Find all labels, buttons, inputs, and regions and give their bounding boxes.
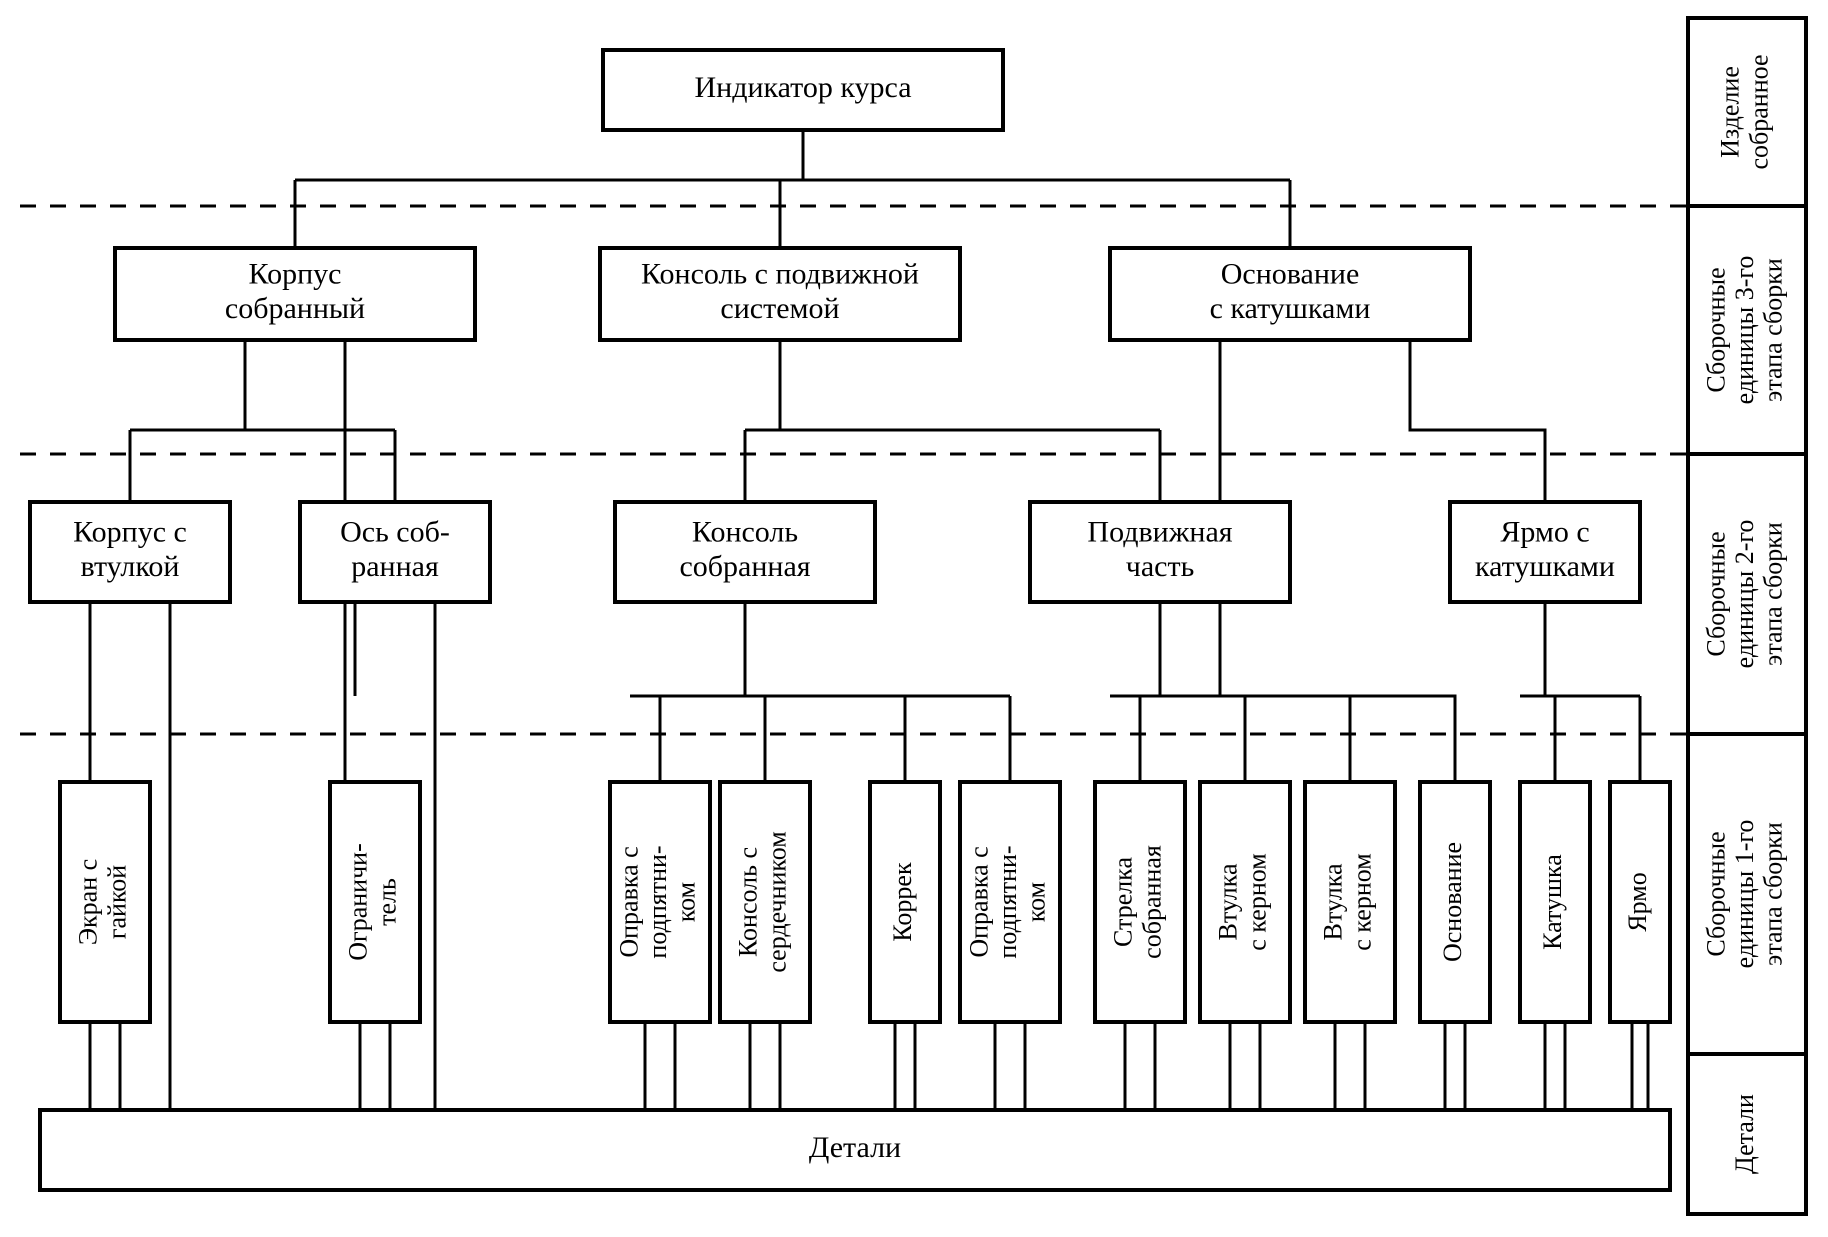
- side-panel-label: Изделие: [1716, 66, 1745, 158]
- side-panel-label: собранное: [1744, 55, 1773, 170]
- node-label: Корпус: [249, 258, 342, 291]
- side-panel-label: Сборочные: [1701, 267, 1730, 392]
- node-label: часть: [1126, 550, 1195, 583]
- node-label: Втулка: [1214, 863, 1243, 940]
- side-panel-label: единицы 1-го: [1730, 820, 1759, 969]
- node-label: ранная: [351, 550, 439, 583]
- node-l1-5: Коррек: [870, 782, 940, 1022]
- node-label: ком: [672, 882, 701, 922]
- node-label: Детали: [809, 1131, 901, 1164]
- sp-details: Детали: [1688, 1054, 1806, 1214]
- node-label: собранная: [679, 550, 810, 583]
- node-label: с керном: [1242, 853, 1271, 950]
- side-panel-label: этапа сборки: [1759, 822, 1788, 966]
- side-panel-label: этапа сборки: [1759, 522, 1788, 666]
- node-l1-4: Консоль ссердечником: [720, 782, 810, 1022]
- node-l1-9: Втулкас керном: [1305, 782, 1395, 1022]
- node-label: собранный: [225, 292, 365, 325]
- side-panel: ИзделиесобранноеСборочныеединицы 3-гоэта…: [1688, 18, 1806, 1214]
- node-label: Экран с: [74, 859, 103, 945]
- node-label: Основание: [1438, 842, 1467, 962]
- node-l2a: Корпус свтулкой: [30, 502, 230, 602]
- side-panel-label: единицы 2-го: [1730, 520, 1759, 669]
- node-label: Ярмо: [1623, 872, 1652, 931]
- sp-stage3: Сборочныеединицы 3-гоэтапа сборки: [1688, 206, 1806, 454]
- side-panel-label: Детали: [1730, 1094, 1759, 1174]
- node-label: Консоль с подвижной: [641, 258, 919, 291]
- side-panel-label: Сборочные: [1701, 831, 1730, 956]
- edge: [1220, 696, 1455, 782]
- node-label: Индикатор курса: [694, 71, 911, 104]
- node-l2b: Ось соб-ранная: [300, 502, 490, 602]
- node-label: катушками: [1475, 550, 1615, 583]
- node-label: системой: [720, 292, 839, 325]
- node-l1-7: Стрелкасобранная: [1095, 782, 1185, 1022]
- node-label: Консоль с: [734, 847, 763, 957]
- sp-stage2: Сборочныеединицы 2-гоэтапа сборки: [1688, 454, 1806, 734]
- node-l1-6: Оправка сподпятни-ком: [960, 782, 1060, 1022]
- nodes-layer: Индикатор курса Корпуссобранный Консоль с …: [30, 50, 1670, 1190]
- node-l2c: Консольсобранная: [615, 502, 875, 602]
- node-label: с керном: [1347, 853, 1376, 950]
- side-panel-label: единицы 3-го: [1730, 256, 1759, 405]
- node-label: Втулка: [1319, 863, 1348, 940]
- node-label: ком: [1022, 882, 1051, 922]
- node-root: Индикатор курса: [603, 50, 1003, 130]
- node-label: гайкой: [102, 865, 131, 939]
- node-label: Корпус с: [73, 516, 187, 549]
- sp-product: Изделиесобранное: [1688, 18, 1806, 206]
- node-label: Подвижная: [1087, 516, 1232, 549]
- node-label: собранная: [1137, 845, 1166, 959]
- node-l1-10: Основание: [1420, 782, 1490, 1022]
- node-l2d: Подвижнаячасть: [1030, 502, 1290, 602]
- node-label: Оправка с: [964, 846, 993, 957]
- node-label: Ограничи-: [344, 843, 373, 960]
- node-label: Стрелка: [1109, 857, 1138, 947]
- node-l1-11: Катушка: [1520, 782, 1590, 1022]
- node-bottom: Детали: [40, 1110, 1670, 1190]
- side-panel-label: Сборочные: [1701, 531, 1730, 656]
- node-label: Основание: [1221, 258, 1360, 291]
- assembly-hierarchy-diagram: Индикатор курса Корпуссобранный Консоль с …: [0, 0, 1828, 1237]
- node-l3b: Консоль с подвижнойсистемой: [600, 248, 960, 340]
- node-label: подпятни-: [993, 845, 1022, 958]
- node-label: подпятни-: [643, 845, 672, 958]
- node-label: тель: [372, 878, 401, 926]
- side-panel-label: этапа сборки: [1759, 258, 1788, 402]
- edge: [1410, 340, 1545, 502]
- node-l3c: Основаниес катушками: [1110, 248, 1470, 340]
- node-label: Коррек: [888, 862, 917, 942]
- node-label: Консоль: [692, 516, 798, 549]
- sp-stage1: Сборочныеединицы 1-гоэтапа сборки: [1688, 734, 1806, 1054]
- node-label: Катушка: [1538, 854, 1567, 950]
- node-l1-12: Ярмо: [1610, 782, 1670, 1022]
- node-l1-8: Втулкас керном: [1200, 782, 1290, 1022]
- node-l1-1: Экран сгайкой: [60, 782, 150, 1022]
- node-l1-3: Оправка сподпятни-ком: [610, 782, 710, 1022]
- node-label: втулкой: [81, 550, 180, 583]
- node-l3a: Корпуссобранный: [115, 248, 475, 340]
- node-label: с катушками: [1210, 292, 1371, 325]
- node-label: Оправка с: [614, 846, 643, 957]
- node-label: сердечником: [762, 831, 791, 972]
- node-label: Ось соб-: [340, 516, 450, 549]
- node-label: Ярмо с: [1500, 516, 1589, 549]
- node-l1-2: Ограничи-тель: [330, 782, 420, 1022]
- node-l2e: Ярмо скатушками: [1450, 502, 1640, 602]
